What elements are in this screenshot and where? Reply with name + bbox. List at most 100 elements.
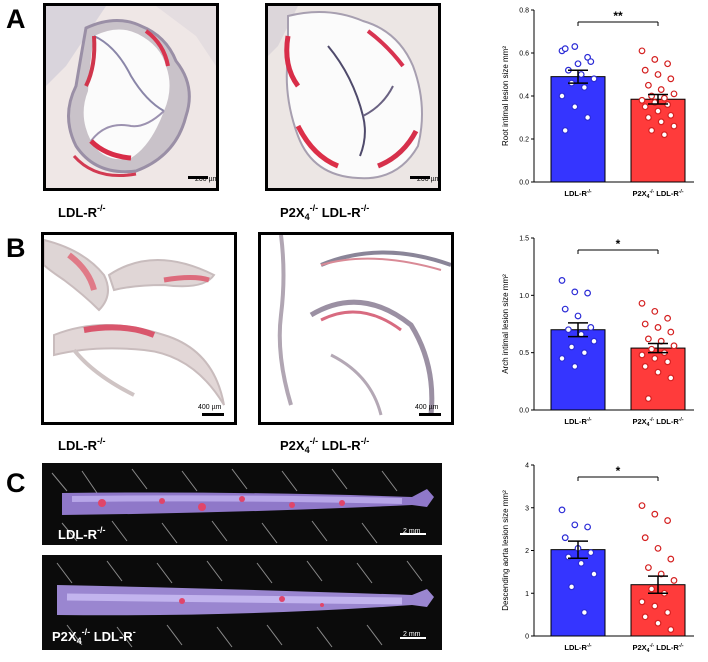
caption-a-p2x4-sup2: -/- bbox=[360, 203, 370, 213]
data-point bbox=[664, 609, 672, 616]
y-tick-label: 1 bbox=[525, 591, 529, 598]
aorta-label-p2x4-p2x: P2X bbox=[52, 629, 77, 644]
x-category-label: LDL-R-/- bbox=[564, 189, 592, 198]
y-tick-label: 0 bbox=[525, 634, 529, 641]
data-point bbox=[558, 92, 566, 100]
data-point bbox=[648, 585, 656, 593]
aorta-enface-image-ldlr bbox=[42, 463, 442, 545]
data-point bbox=[558, 506, 566, 514]
x-category-part: LDL-R bbox=[564, 417, 587, 426]
data-point bbox=[638, 299, 646, 307]
aorta-label-p2x4: P2X4-/- LDL-R- bbox=[52, 627, 136, 646]
data-point bbox=[641, 320, 649, 328]
data-point bbox=[644, 335, 652, 343]
scale-label-c-top: 2 mm bbox=[403, 528, 421, 535]
data-point bbox=[664, 358, 672, 366]
data-point bbox=[654, 368, 662, 376]
data-point bbox=[667, 626, 675, 633]
data-point bbox=[651, 354, 659, 362]
caption-b-p2x4-sup1: -/- bbox=[309, 436, 319, 446]
chart-descending-lesion-svg: 0 1 2 3 4 Descending aorta lesion size mm² * LD… bbox=[501, 463, 694, 654]
caption-a-ldlr-main: LDL-R bbox=[58, 205, 97, 220]
data-point bbox=[638, 351, 646, 359]
data-point bbox=[664, 60, 672, 68]
data-point bbox=[654, 544, 662, 552]
data-point bbox=[564, 326, 572, 334]
data-point bbox=[644, 81, 652, 89]
data-point bbox=[654, 71, 662, 78]
aorta-label-p2x4-sup1: -/- bbox=[81, 627, 91, 637]
x-category-part: LDL-R bbox=[564, 643, 587, 652]
data-point bbox=[660, 131, 668, 139]
data-point bbox=[571, 288, 579, 296]
y-tick-label: 0.2 bbox=[519, 137, 529, 144]
data-point bbox=[641, 66, 649, 74]
y-tick-label: 0.0 bbox=[519, 408, 529, 415]
data-point bbox=[657, 86, 665, 93]
data-point bbox=[651, 510, 659, 518]
data-point bbox=[641, 103, 649, 111]
data-point bbox=[644, 114, 652, 121]
y-tick-label: 0.0 bbox=[519, 180, 529, 187]
data-point bbox=[641, 613, 649, 621]
x-category-sup: -/- bbox=[679, 643, 684, 649]
y-tick-label: 1.5 bbox=[519, 236, 529, 243]
scale-label-b-right: 400 µm bbox=[415, 404, 439, 411]
data-point bbox=[664, 314, 672, 322]
x-category-sup: -/- bbox=[649, 643, 654, 649]
x-category-part: P2X bbox=[632, 189, 646, 198]
data-point bbox=[644, 395, 652, 402]
y-tick-label: 0.5 bbox=[519, 350, 529, 357]
caption-a-p2x4-sub: 4 bbox=[304, 212, 310, 222]
data-point bbox=[651, 56, 659, 63]
chart-root-lesion: 0.0 0.2 0.4 0.6 0.8 Root intimal lesion size … bbox=[480, 0, 708, 208]
data-point bbox=[670, 90, 678, 98]
caption-b-p2x4: P2X4-/- LDL-R-/- bbox=[280, 436, 370, 455]
caption-b-ldlr-main: LDL-R bbox=[58, 438, 97, 453]
y-tick-label: 2 bbox=[525, 548, 529, 555]
aortic-root-section-image-p2x4 bbox=[268, 6, 438, 188]
panel-letter-c: C bbox=[6, 468, 26, 498]
x-category-sup: -/- bbox=[587, 643, 592, 649]
panel-letter-a: A bbox=[6, 4, 26, 34]
data-point bbox=[664, 517, 672, 524]
data-point bbox=[651, 307, 659, 315]
significance-label: * bbox=[616, 464, 621, 478]
significance-label: ** bbox=[613, 9, 623, 23]
caption-b-p2x4-sup2: -/- bbox=[360, 436, 370, 446]
aorta-label-ldlr-sup: -/- bbox=[97, 525, 106, 535]
x-category-part: LDL-R bbox=[654, 189, 679, 198]
aorta-label-p2x4-sub: 4 bbox=[76, 636, 82, 646]
data-point bbox=[667, 555, 675, 563]
data-point bbox=[580, 609, 588, 616]
data-point bbox=[571, 43, 579, 50]
data-point bbox=[571, 521, 579, 529]
x-category-part: P2X bbox=[632, 417, 646, 426]
data-point bbox=[584, 523, 591, 531]
data-point bbox=[638, 598, 646, 606]
data-point bbox=[638, 96, 646, 104]
caption-b-p2x4-sub: 4 bbox=[304, 445, 310, 455]
y-axis-label: Root intimal lesion size mm² bbox=[501, 46, 510, 146]
scale-label-c-bottom: 2 mm bbox=[403, 631, 421, 638]
data-point bbox=[657, 118, 665, 126]
data-point bbox=[584, 114, 591, 121]
panel-letter-b: B bbox=[6, 233, 26, 263]
data-point bbox=[571, 363, 579, 370]
data-point bbox=[580, 349, 588, 357]
data-point bbox=[590, 337, 598, 345]
x-category-sup: -/- bbox=[587, 417, 592, 423]
bar bbox=[550, 76, 606, 183]
chart-root-lesion-svg: 0.0 0.2 0.4 0.6 0.8 Root intimal lesion size … bbox=[501, 8, 694, 200]
data-point bbox=[574, 60, 582, 68]
data-point bbox=[670, 122, 678, 130]
aorta-label-ldlr-main: LDL-R bbox=[58, 527, 97, 542]
x-category-sub: 4 bbox=[647, 194, 650, 200]
aorta-label-ldlr: LDL-R-/- bbox=[58, 525, 106, 542]
data-point bbox=[574, 312, 582, 320]
x-category-part: LDL-R bbox=[654, 417, 679, 426]
data-point bbox=[648, 345, 656, 353]
y-axis-label: Descending aorta lesion size mm² bbox=[501, 490, 510, 611]
chart-descending-lesion: 0 1 2 3 4 Descending aorta lesion size mm² * LD… bbox=[480, 455, 708, 662]
data-point bbox=[641, 363, 649, 370]
